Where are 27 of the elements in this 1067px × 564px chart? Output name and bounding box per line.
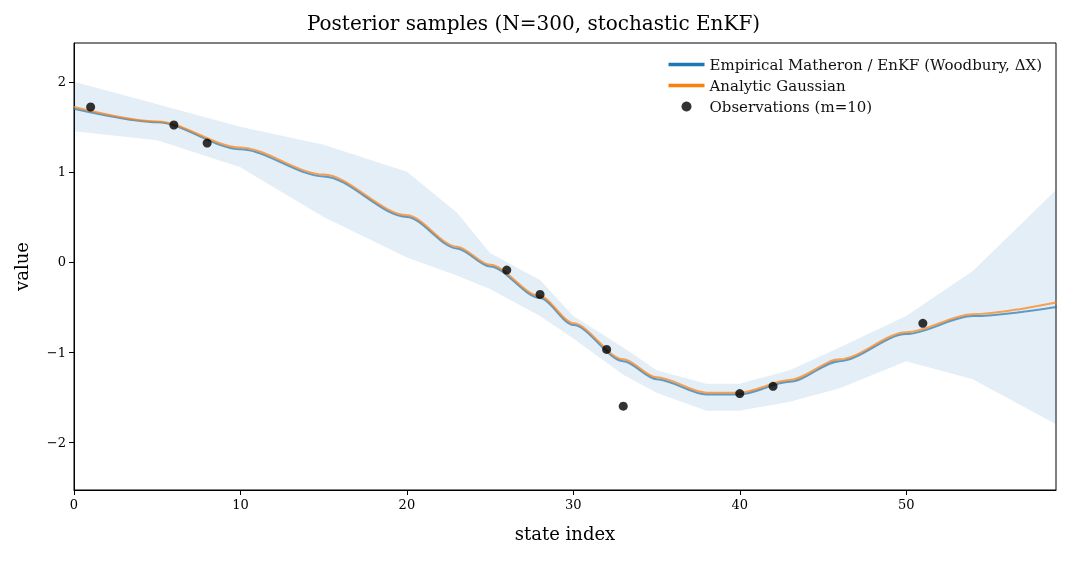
- y-tick-label: 1: [57, 164, 66, 180]
- point: [86, 102, 96, 112]
- x-tick-label: 50: [897, 497, 915, 512]
- y-tick-label: 2: [57, 74, 66, 90]
- x-axis-title: state index: [514, 522, 616, 544]
- point: [768, 381, 778, 391]
- point: [535, 289, 545, 299]
- point: [735, 389, 745, 399]
- x-tick-label: 40: [731, 497, 749, 512]
- point: [502, 265, 512, 275]
- x-tick-label: 20: [398, 497, 416, 512]
- x-tick-label: 0: [69, 497, 79, 512]
- x-tick-label: 30: [565, 497, 582, 512]
- legend-label: Observations (m=10): [709, 97, 873, 116]
- chart-title: Posterior samples (N=300, stochastic EnKF): [306, 11, 761, 35]
- point: [918, 318, 928, 328]
- y-tick-label: −2: [46, 434, 66, 450]
- x-tick-label: 10: [232, 497, 249, 512]
- point: [202, 138, 212, 148]
- y-axis-title: value: [10, 242, 32, 292]
- legend-label: Analytic Gaussian: [708, 76, 846, 95]
- y-tick-label: 0: [57, 254, 66, 270]
- y-tick-label: −1: [46, 344, 66, 360]
- legend-label: Empirical Matheron / EnKF (Woodbury, ΔX): [709, 55, 1043, 74]
- point: [169, 120, 179, 130]
- point: [602, 344, 612, 354]
- point: [618, 401, 628, 411]
